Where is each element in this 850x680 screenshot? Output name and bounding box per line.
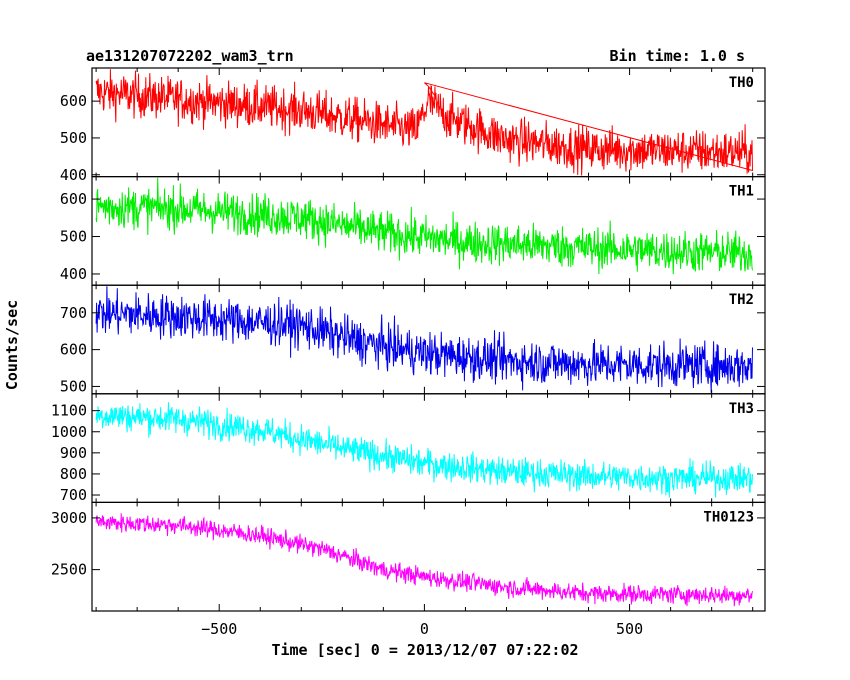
y-tick-label: 3000 xyxy=(51,509,87,527)
y-tick-label: 1000 xyxy=(51,423,87,441)
y-tick-label: 2500 xyxy=(51,561,87,579)
panel-th3: 700 800 900 1000 1100 TH3 xyxy=(51,393,766,504)
panel-th2: 500 600 700 TH2 xyxy=(60,284,766,395)
y-tick-label: 600 xyxy=(60,92,87,110)
panel-frame xyxy=(91,501,766,612)
y-tick-label: 600 xyxy=(60,341,87,359)
y-tick-label: 400 xyxy=(60,166,87,184)
y-tick-label: 500 xyxy=(60,377,87,395)
x-axis: −500 0 500 xyxy=(201,620,643,638)
y-tick-label: 800 xyxy=(60,465,87,483)
x-tick-label: 0 xyxy=(420,620,429,638)
panel-label: TH3 xyxy=(729,401,754,417)
y-tick-label: 700 xyxy=(60,304,87,322)
y-axis-label: Counts/sec xyxy=(3,300,21,390)
series-line-th0123 xyxy=(95,513,753,607)
panel-th1: 400 500 600 TH1 xyxy=(60,176,766,286)
chart-title-left: ae131207072202_wam3_trn xyxy=(86,47,294,65)
y-tick-label: 500 xyxy=(60,228,87,246)
panel-label: TH2 xyxy=(729,292,754,308)
y-tick-label: 1100 xyxy=(51,402,87,420)
series-line-th2 xyxy=(95,286,753,393)
panel-label: TH0123 xyxy=(703,509,754,525)
y-tick-label: 600 xyxy=(60,190,87,208)
x-tick-label: −500 xyxy=(201,620,237,638)
series-line-th3 xyxy=(95,402,753,498)
y-tick-label: 700 xyxy=(60,486,87,504)
panel-label: TH0 xyxy=(729,75,754,91)
series-line-th0 xyxy=(95,69,754,176)
y-tick-label: 400 xyxy=(60,265,87,283)
y-tick-label: 900 xyxy=(60,444,87,462)
panel-label: TH1 xyxy=(729,184,754,200)
panel-th0: 400 500 600 TH0 xyxy=(60,67,766,184)
y-tick-label: 500 xyxy=(60,129,87,147)
x-tick-label: 500 xyxy=(616,620,643,638)
panel-th0123: 2500 3000 TH0123 xyxy=(51,501,766,612)
chart-title-right: Bin time: 1.0 s xyxy=(610,47,745,65)
x-axis-label: Time [sec] 0 = 2013/12/07 07:22:02 xyxy=(271,641,578,659)
panel-frame xyxy=(91,284,766,395)
series-line-th1 xyxy=(95,177,753,275)
chart-panels: 400 500 600 TH0 400 500 600 TH1 500 600 700 TH2 700 8… xyxy=(51,67,766,612)
